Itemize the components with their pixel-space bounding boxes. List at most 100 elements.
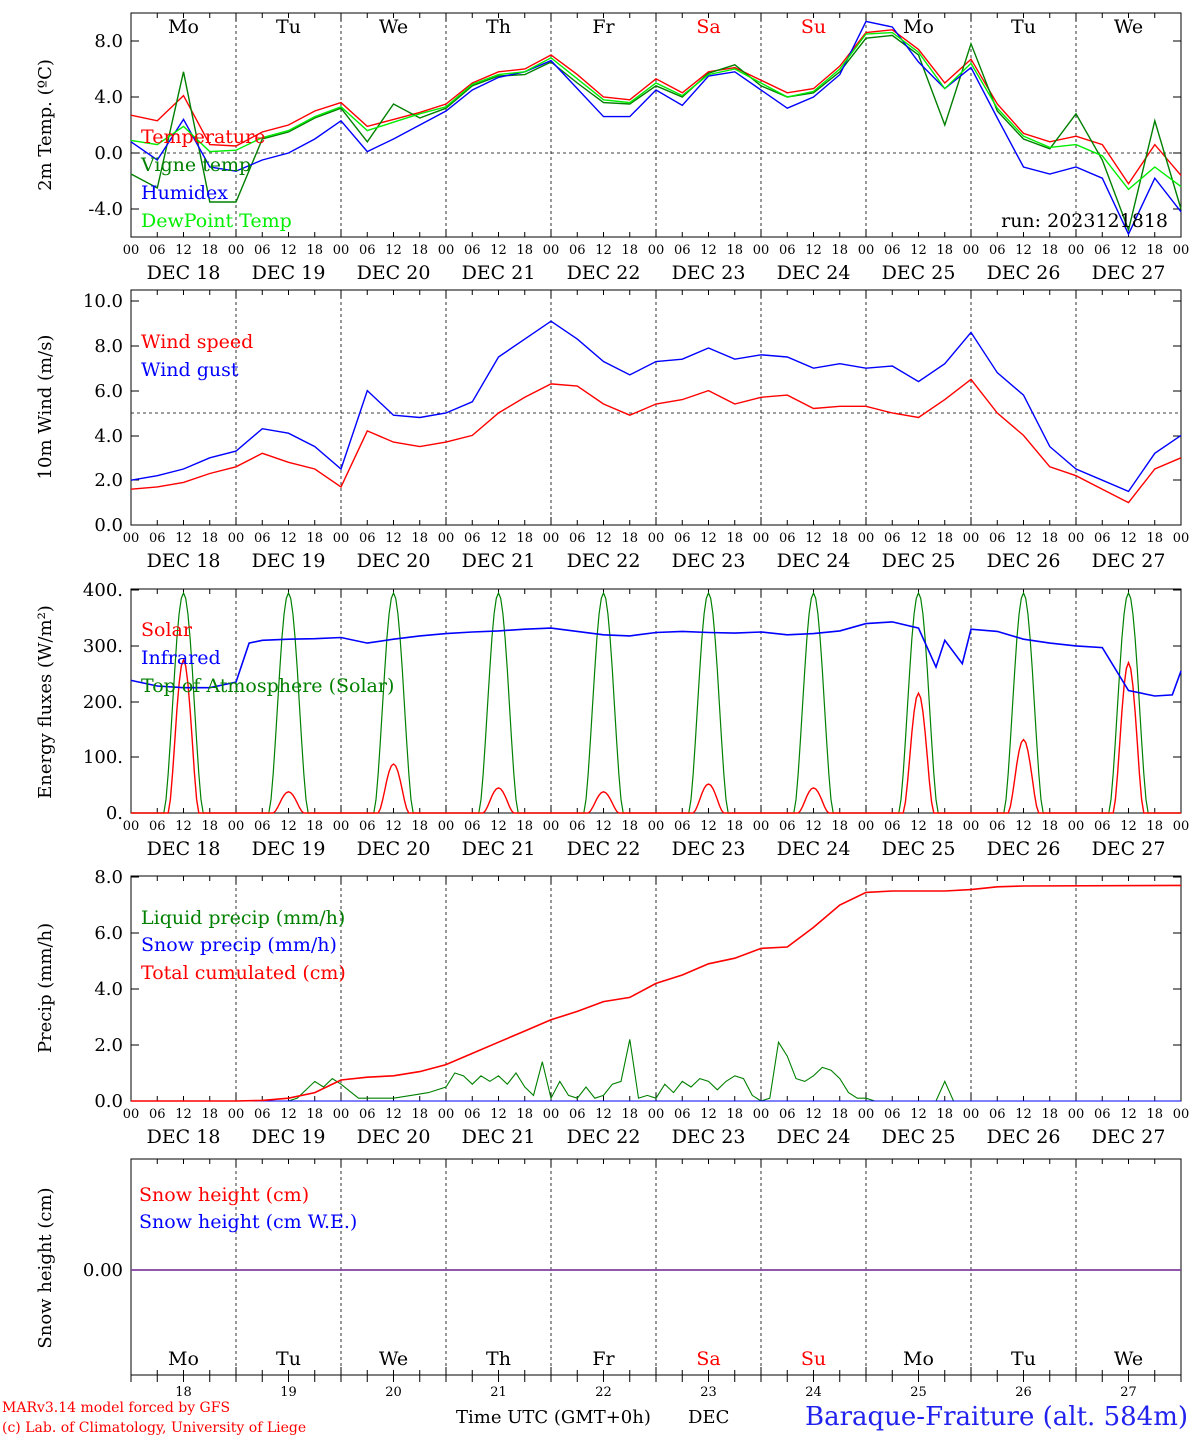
x-tick-label: 06 <box>569 1107 586 1122</box>
x-tick-label: 18 <box>831 819 848 834</box>
legend-entry: Snow height (cm W.E.) <box>139 1211 357 1233</box>
x-tick-label: 00 <box>228 243 245 258</box>
weekday-label: We <box>379 16 408 38</box>
x-tick-label: 06 <box>254 243 271 258</box>
x-tick-label: 00 <box>1068 1107 1085 1122</box>
weekday-label-bottom: Th <box>486 1348 511 1370</box>
y-tick-label: 10.0 <box>83 291 123 312</box>
x-tick-label: 06 <box>254 531 271 546</box>
x-tick-label: 00 <box>648 819 665 834</box>
x-tick-label: 12 <box>280 243 297 258</box>
x-tick-label: 12 <box>175 531 192 546</box>
x-tick-label: 00 <box>438 243 455 258</box>
date-label: DEC 24 <box>777 1126 851 1148</box>
x-tick-label: 18 <box>516 243 533 258</box>
x-tick-label: 18 <box>201 531 218 546</box>
day-number-label: 27 <box>1120 1385 1137 1400</box>
y-axis-label: 10m Wind (m/s) <box>35 335 56 480</box>
x-tick-label: 12 <box>385 819 402 834</box>
date-label: DEC 22 <box>567 1126 641 1148</box>
series-line-wind-gust <box>130 320 1182 493</box>
x-tick-label: 12 <box>700 531 717 546</box>
x-tick-label: 12 <box>595 531 612 546</box>
x-tick-label: 06 <box>464 243 481 258</box>
x-tick-label: 06 <box>989 243 1006 258</box>
date-label: DEC 18 <box>147 1126 221 1148</box>
x-tick-label: 00 <box>543 531 560 546</box>
date-label: DEC 19 <box>252 550 326 572</box>
date-label: DEC 20 <box>357 262 431 284</box>
series-line-dewpoint-temp <box>130 31 1182 191</box>
x-tick-label: 18 <box>621 1107 638 1122</box>
x-tick-label: 18 <box>621 819 638 834</box>
x-tick-label: 12 <box>1015 1107 1032 1122</box>
x-tick-label: 12 <box>490 819 507 834</box>
x-tick-label: 00 <box>438 531 455 546</box>
x-tick-label: 06 <box>989 531 1006 546</box>
weekday-label-bottom: Fr <box>592 1348 615 1370</box>
x-tick-label: 18 <box>306 531 323 546</box>
x-tick-label: 00 <box>753 531 770 546</box>
date-label: DEC 25 <box>882 262 956 284</box>
x-tick-label: 06 <box>569 531 586 546</box>
y-axis-label: Precip (mm/h) <box>35 923 56 1053</box>
date-label: DEC 23 <box>672 262 746 284</box>
x-tick-label: 12 <box>595 819 612 834</box>
x-tick-label: 06 <box>464 531 481 546</box>
x-tick-label: 18 <box>726 243 743 258</box>
x-tick-label: 12 <box>280 531 297 546</box>
x-tick-label: 12 <box>700 819 717 834</box>
x-tick-label: 00 <box>1068 243 1085 258</box>
day-number-label: 18 <box>175 1385 192 1400</box>
y-tick-label: 400. <box>83 580 123 601</box>
x-tick-label: 06 <box>884 819 901 834</box>
day-number-label: 25 <box>910 1385 927 1400</box>
x-tick-label: 00 <box>963 243 980 258</box>
x-tick-label: 18 <box>621 531 638 546</box>
legend-entry: Snow height (cm) <box>139 1184 309 1206</box>
x-tick-label: 06 <box>1094 243 1111 258</box>
day-number-label: 22 <box>595 1385 612 1400</box>
date-label: DEC 21 <box>462 1126 536 1148</box>
date-label: DEC 23 <box>672 1126 746 1148</box>
x-tick-label: 18 <box>306 243 323 258</box>
x-tick-label: 06 <box>674 819 691 834</box>
y-tick-label: 4.0 <box>94 87 123 108</box>
x-tick-label: 00 <box>648 243 665 258</box>
legend-entry: Wind gust <box>141 359 239 381</box>
date-label: DEC 24 <box>777 262 851 284</box>
date-label: DEC 27 <box>1092 838 1166 860</box>
x-tick-label: 12 <box>805 531 822 546</box>
x-tick-label: 12 <box>700 243 717 258</box>
x-tick-label: 12 <box>1015 819 1032 834</box>
x-tick-label: 06 <box>884 531 901 546</box>
x-tick-label: 00 <box>543 243 560 258</box>
x-tick-label: 12 <box>385 531 402 546</box>
series-line-humidex <box>130 20 1182 236</box>
day-number-label: 26 <box>1015 1385 1032 1400</box>
legend-entry: Top of Atmosphere (Solar) <box>141 675 394 697</box>
weekday-label: Mo <box>168 16 199 38</box>
y-tick-label: 4.0 <box>94 426 123 447</box>
x-tick-label: 18 <box>411 243 428 258</box>
series-line-solar <box>131 657 1181 814</box>
y-tick-label: -4.0 <box>88 199 123 220</box>
x-tick-label: 18 <box>1041 531 1058 546</box>
x-tick-label: 06 <box>674 243 691 258</box>
x-tick-label: 18 <box>201 819 218 834</box>
weekday-label-bottom: Mo <box>168 1348 199 1370</box>
date-label: DEC 26 <box>987 262 1061 284</box>
x-tick-label: 00 <box>1173 243 1190 258</box>
x-tick-label: 12 <box>1120 819 1137 834</box>
x-tick-label: 00 <box>333 243 350 258</box>
month-label: DEC <box>688 1407 730 1428</box>
x-tick-label: 12 <box>1120 1107 1137 1122</box>
date-label: DEC 27 <box>1092 1126 1166 1148</box>
x-tick-label: 12 <box>175 819 192 834</box>
x-tick-label: 06 <box>1094 1107 1111 1122</box>
legend-entry: Liquid precip (mm/h) <box>141 907 345 929</box>
x-tick-label: 00 <box>753 243 770 258</box>
y-axis-label: Snow height (cm) <box>35 1187 56 1348</box>
series-line-temperature <box>130 29 1182 186</box>
weekday-label-bottom: Tu <box>1011 1348 1036 1370</box>
